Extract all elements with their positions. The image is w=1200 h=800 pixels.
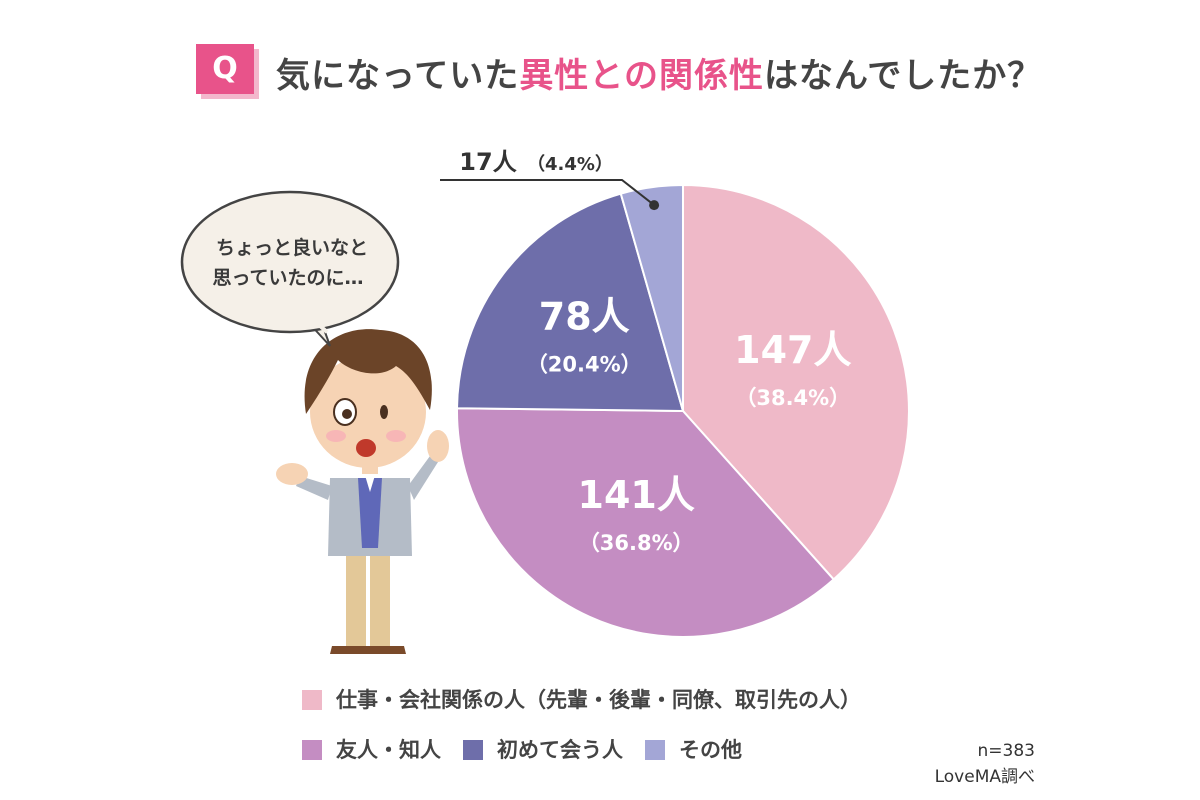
pie-slice-2: [455, 192, 685, 413]
right-cheek: [386, 430, 406, 442]
bubble-line1: ちょっと良いなと: [216, 236, 368, 259]
right-hand: [427, 430, 449, 462]
pie-labels: 147人 （38.4%） 141人 （36.8%） 78人 （20.4%） 17人 （4.4%…: [440, 148, 851, 555]
legend-item: 友人・知人: [302, 734, 441, 764]
bubble-join: [309, 316, 329, 334]
legend-item: その他: [645, 734, 742, 764]
right-shoe: [368, 646, 406, 654]
legend-row-1: 仕事・会社関係の人（先輩・後輩・同僚、取引先の人）: [302, 684, 883, 734]
hair: [304, 329, 432, 414]
right-eye: [380, 405, 388, 419]
left-arm: [296, 476, 332, 500]
callout-percent-label: （4.4%）: [527, 154, 613, 175]
callout-line: [440, 179, 655, 206]
legend: 仕事・会社関係の人（先輩・後輩・同僚、取引先の人） 友人・知人 初めて会う人 その他: [302, 684, 883, 784]
left-hand: [276, 463, 308, 485]
mouth: [356, 439, 376, 457]
legend-label: 友人・知人: [336, 738, 441, 762]
slice-count-label-0: 147人: [734, 328, 851, 372]
bubble-line2: 思っていたのに…: [212, 267, 363, 289]
title-part2: はなんでしたか？: [763, 56, 1043, 96]
speech-bubble: ちょっと良いなと 思っていたのに…: [180, 190, 400, 347]
page-title: 気になっていた異性との関係性はなんでしたか？: [276, 48, 1042, 97]
right-arm: [408, 456, 438, 500]
legend-item: 初めて会う人: [463, 734, 623, 764]
legend-swatch: [645, 740, 665, 760]
bubble-body: [180, 190, 400, 334]
legend-swatch: [302, 690, 322, 710]
callout-count-label: 17人: [459, 148, 516, 176]
source-credit: LoveMA調べ: [934, 767, 1035, 787]
left-pupil: [342, 409, 352, 419]
slice-percent-label-0: （38.4%）: [735, 386, 850, 410]
legend-swatch: [302, 740, 322, 760]
pie-slice-3: [619, 183, 684, 412]
slice-percent-label-2: （20.4%）: [527, 353, 642, 377]
chart-meta: n=383 LoveMA調べ: [935, 738, 1035, 790]
left-leg: [346, 548, 366, 648]
legend-row-2: 友人・知人 初めて会う人 その他: [302, 734, 883, 784]
pie-slice-0: [682, 183, 910, 581]
legend-label: その他: [679, 738, 742, 762]
slice-percent-label-1: （36.8%）: [579, 531, 694, 555]
title-accent: 異性との関係性: [519, 56, 764, 96]
question-badge: Q: [196, 44, 254, 94]
legend-item: 仕事・会社関係の人（先輩・後輩・同僚、取引先の人）: [302, 684, 861, 714]
vest: [358, 478, 382, 548]
left-cheek: [326, 430, 346, 442]
question-header: Q 気になっていた異性との関係性はなんでしたか？: [0, 40, 1200, 110]
pie-slices: [455, 183, 910, 638]
title-part1: 気になっていた: [276, 56, 520, 96]
left-shoe: [330, 646, 368, 654]
shirt-collar: [364, 472, 376, 492]
character-illustration: [276, 329, 449, 654]
legend-label: 仕事・会社関係の人（先輩・後輩・同僚、取引先の人）: [336, 688, 861, 712]
pie-slice-1: [455, 407, 836, 638]
slice-count-label-1: 141人: [578, 473, 695, 517]
legend-swatch: [463, 740, 483, 760]
slice-count-label-2: 78人: [539, 295, 630, 339]
legend-label: 初めて会う人: [497, 738, 623, 762]
sample-size: n=383: [977, 741, 1035, 761]
right-leg: [370, 548, 390, 648]
